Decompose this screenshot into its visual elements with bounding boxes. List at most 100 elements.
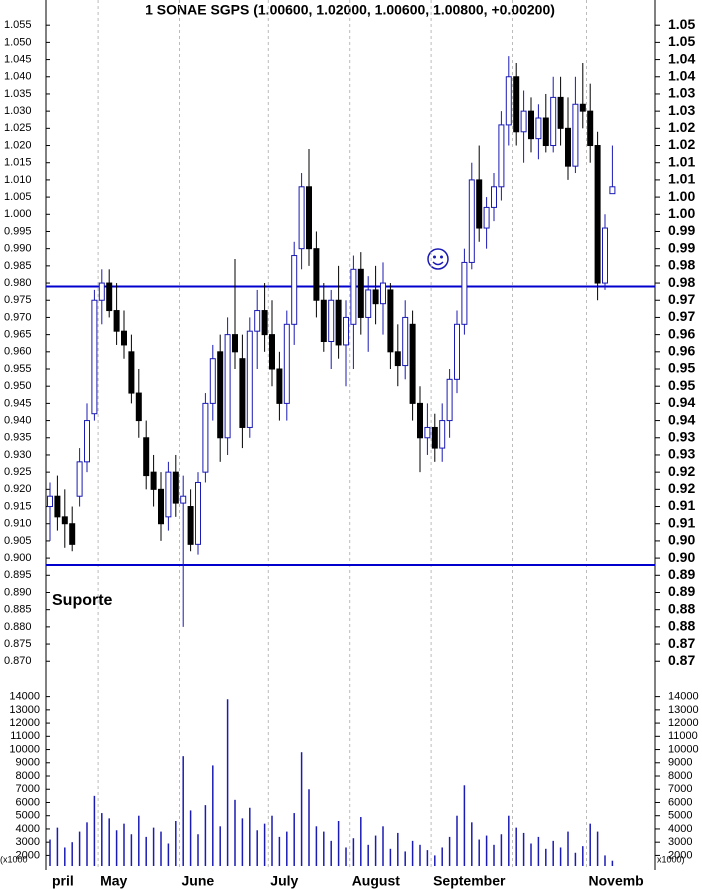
candle-body (454, 323, 460, 380)
y2-tick-label: 1.04 (668, 67, 695, 83)
vol-tick-label-right: 9000 (668, 757, 692, 769)
y-tick-label: 1.000 (4, 208, 32, 220)
candle-body (417, 402, 423, 439)
candle-body (121, 330, 127, 346)
candle-body (328, 299, 335, 343)
x-tick-label: July (270, 873, 298, 889)
candle-body (439, 420, 446, 449)
y-tick-label: 0.900 (4, 552, 32, 564)
y-tick-label: 0.995 (4, 225, 32, 237)
y-tick-label: 1.020 (4, 139, 32, 151)
candle-body (513, 76, 520, 133)
vol-tick-label-right: 6000 (668, 796, 692, 808)
y2-tick-label: 1.03 (668, 102, 695, 118)
candle-body (106, 282, 113, 312)
y2-tick-label: 1.04 (668, 50, 695, 66)
candle-body (313, 248, 320, 301)
y-tick-label: 0.880 (4, 621, 32, 633)
vol-tick-label: 13000 (9, 704, 40, 716)
candle-body (113, 310, 120, 332)
y-tick-label: 0.945 (4, 397, 32, 409)
x-tick-label: Novemb (589, 873, 644, 889)
candle-body (394, 351, 401, 367)
smiley (427, 248, 449, 270)
level-label: Suporte (52, 592, 113, 609)
x-tick-label: September (433, 873, 506, 889)
x-tick-label: August (352, 873, 401, 889)
y-tick-label: 1.055 (4, 19, 32, 31)
y2-tick-label: 0.92 (668, 463, 695, 479)
candle-body (239, 358, 246, 428)
y-tick-label: 0.920 (4, 483, 32, 495)
y-tick-label: 0.875 (4, 638, 32, 650)
x-tick-label: June (182, 873, 215, 889)
candle-body (283, 323, 290, 404)
y-tick-label: 1.040 (4, 71, 32, 83)
candle-body (61, 516, 68, 525)
candle-body (468, 179, 475, 263)
y2-tick-label: 0.99 (668, 239, 695, 255)
candle-body (461, 261, 468, 325)
y2-tick-label: 0.98 (668, 257, 695, 273)
y-tick-label: 0.980 (4, 277, 32, 289)
candle-body (357, 268, 364, 318)
candle-body (350, 268, 357, 325)
vol-tick-label-right: 4000 (668, 823, 692, 835)
candle-body (47, 495, 53, 508)
vol-tick-label: 3000 (16, 836, 40, 848)
candle-body (143, 437, 150, 477)
y2-tick-label: 0.93 (668, 428, 695, 444)
vol-tick-label-right: 14000 (668, 691, 699, 703)
y-tick-label: 1.050 (4, 36, 32, 48)
candle-body (320, 299, 327, 343)
y2-tick-label: 1.01 (668, 153, 695, 169)
candle-body (565, 127, 571, 167)
y-tick-label: 0.910 (4, 518, 32, 530)
candle-body (165, 471, 172, 518)
candle-body (542, 117, 549, 147)
candle-body (261, 310, 268, 336)
vol-tick-label-right: 10000 (668, 743, 699, 755)
candle-body (579, 103, 586, 112)
y-tick-label: 0.870 (4, 655, 32, 667)
candle-body (594, 145, 601, 284)
y2-tick-label: 0.87 (668, 652, 695, 668)
y2-tick-label: 1.00 (668, 205, 695, 221)
candle-body (254, 310, 261, 332)
vol-tick-label: 12000 (9, 717, 40, 729)
y2-tick-label: 0.90 (668, 549, 695, 565)
candle-body (446, 378, 453, 422)
y2-tick-label: 0.96 (668, 343, 695, 359)
vol-tick-label-right: 11000 (668, 730, 698, 742)
y-tick-label: 0.960 (4, 346, 32, 358)
y-tick-label: 0.885 (4, 604, 32, 616)
candle-body (202, 402, 209, 473)
candle-body (550, 96, 557, 147)
y2-tick-label: 0.91 (668, 514, 695, 530)
y-tick-label: 0.975 (4, 294, 32, 306)
vol-tick-label: 6000 (16, 796, 40, 808)
y2-tick-label: 0.94 (668, 411, 695, 427)
y-tick-label: 0.890 (4, 586, 32, 598)
chart-title: 1 SONAE SGPS (1.00600, 1.02000, 1.00600,… (145, 2, 555, 18)
candle-body (98, 282, 105, 301)
candle-body (424, 426, 431, 439)
candle-body (372, 289, 379, 305)
y-tick-label: 0.950 (4, 380, 32, 392)
candle-body (343, 316, 349, 346)
candle-body (269, 334, 275, 370)
y2-tick-label: 0.87 (668, 635, 695, 651)
y2-tick-label: 1.05 (668, 33, 695, 49)
vol-tick-label-right: 8000 (668, 770, 692, 782)
candle-body (491, 186, 497, 208)
y-tick-label: 0.915 (4, 500, 32, 512)
candle-body (387, 289, 394, 353)
y-tick-label: 0.895 (4, 569, 32, 581)
vol-unit-left: (x1000 (0, 854, 28, 864)
candle-body (291, 255, 298, 325)
vol-tick-label-right: 7000 (668, 783, 692, 795)
candle-body (217, 351, 224, 439)
candle-body (431, 426, 438, 449)
candle-body (91, 299, 98, 415)
